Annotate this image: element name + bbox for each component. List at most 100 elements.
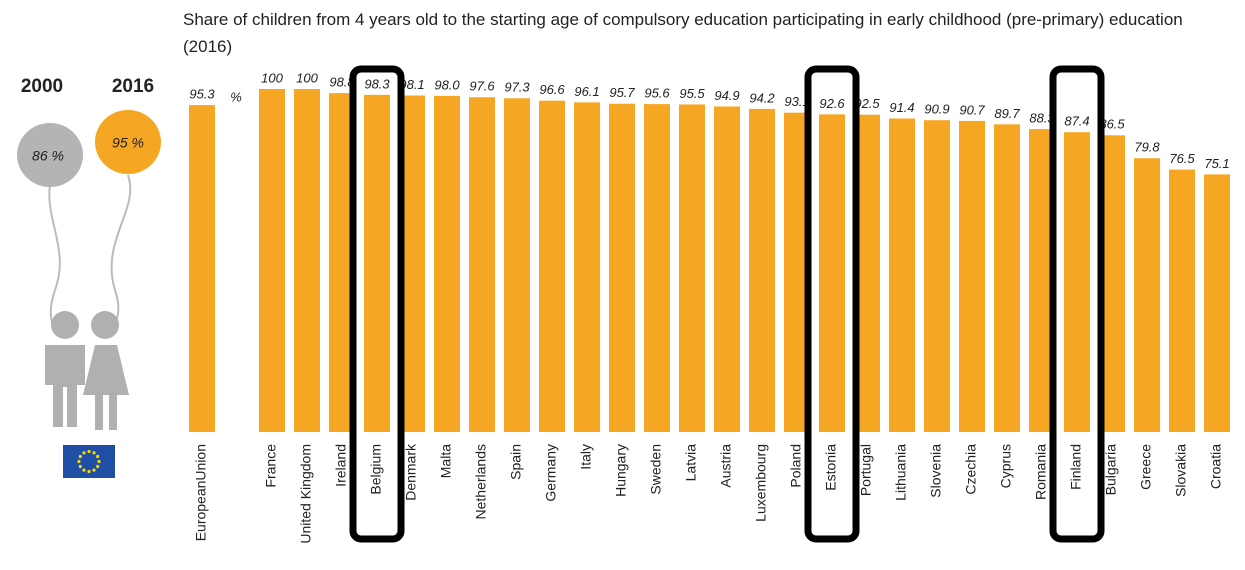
eu-star	[92, 451, 96, 455]
x-tick-label: Finland	[1068, 444, 1084, 490]
value-label: 100	[261, 70, 283, 85]
x-tick-label: Romania	[1033, 444, 1049, 500]
bar	[714, 106, 740, 433]
x-tick-label: United Kingdom	[298, 444, 314, 544]
balloon-string	[48, 184, 61, 336]
unit-label: %	[230, 89, 242, 104]
eu-star	[92, 468, 96, 472]
x-tick-label: Greece	[1138, 444, 1154, 490]
bar	[189, 105, 215, 432]
eu-stars	[77, 449, 101, 474]
value-label: 79.8	[1134, 140, 1160, 155]
value-label: 90.7	[959, 102, 985, 117]
value-label: 94.9	[714, 88, 739, 103]
x-tick-label: Latvia	[683, 444, 699, 482]
value-label: 76.5	[1169, 151, 1195, 166]
bar	[924, 120, 950, 432]
eu-star	[87, 469, 91, 474]
child-body	[45, 345, 85, 427]
x-tick-label: Italy	[578, 444, 594, 470]
value-label: 88.3	[1029, 111, 1055, 126]
balloon-gray	[17, 123, 83, 187]
x-tick-label: Belgium	[368, 444, 384, 495]
bar	[294, 89, 320, 432]
x-tick-label: Hungary	[613, 444, 629, 497]
highlight-box	[349, 65, 405, 543]
year-label: 2000	[21, 76, 63, 97]
year-label: 2016	[112, 76, 154, 97]
value-label: 97.3	[504, 80, 530, 95]
bar	[889, 118, 915, 433]
bar	[749, 108, 775, 433]
eu-star	[82, 468, 86, 472]
x-tick-label: Cyprus	[998, 444, 1014, 488]
bar	[434, 95, 460, 433]
eu-star	[78, 464, 82, 469]
x-tick-label: Slovakia	[1173, 444, 1189, 497]
bar	[259, 89, 285, 432]
value-label: 93.1	[784, 94, 809, 109]
eu-star	[78, 454, 82, 459]
value-label: 94.2	[749, 90, 775, 105]
value-label: 90.9	[924, 102, 949, 117]
x-tick-label: Germany	[543, 444, 559, 502]
x-tick-label: EuropeanUnion	[193, 444, 209, 541]
x-tick-label: Portugal	[858, 444, 874, 496]
value-label: 95.5	[679, 86, 705, 101]
bar	[819, 114, 845, 432]
value-label: 98.8	[329, 75, 355, 90]
value-label: 91.4	[889, 100, 914, 115]
balloon-string	[104, 174, 132, 336]
bar	[679, 104, 705, 432]
x-tick-label: Slovenia	[928, 444, 944, 498]
bar	[644, 104, 670, 432]
child-body	[83, 345, 129, 430]
x-tick-label: Poland	[788, 444, 804, 488]
bar	[469, 97, 495, 433]
value-label: 89.7	[994, 106, 1020, 121]
child-head	[51, 311, 79, 339]
eu-star	[97, 459, 101, 464]
x-tick-label: Austria	[718, 444, 734, 488]
x-tick-label: Ireland	[333, 444, 349, 487]
value-label: 95.3	[189, 87, 215, 102]
bar	[364, 94, 390, 433]
value-label: 100	[296, 70, 318, 85]
value-label: 92.5	[854, 96, 880, 111]
x-tick-label: Netherlands	[473, 444, 489, 520]
eu-star	[82, 451, 86, 455]
value-label: 96.6	[539, 82, 565, 97]
bar	[539, 100, 565, 433]
balloon-label: 95 %	[112, 135, 144, 151]
eu-star	[96, 454, 100, 459]
chart-title: Share of children from 4 years old to th…	[183, 10, 1183, 56]
x-tick-label: Bulgaria	[1103, 444, 1119, 496]
child-head	[91, 311, 119, 339]
x-tick-label: Denmark	[403, 443, 419, 501]
value-label: 87.4	[1064, 114, 1089, 129]
x-tick-label: Spain	[508, 444, 524, 480]
value-label: 96.1	[574, 84, 599, 99]
value-label: 98.3	[364, 76, 390, 91]
eu-star	[96, 464, 100, 469]
value-label: 95.7	[609, 85, 635, 100]
x-tick-label: Sweden	[648, 444, 664, 495]
value-label: 98.1	[399, 77, 424, 92]
bar	[574, 102, 600, 432]
x-tick-label: Czechia	[963, 444, 979, 495]
bar	[994, 124, 1020, 432]
value-label: 75.1	[1204, 156, 1229, 171]
highlight-box	[804, 65, 860, 543]
balloon-label: 86 %	[32, 148, 64, 164]
value-label: 92.6	[819, 96, 845, 111]
bar	[1204, 174, 1230, 433]
x-tick-label: Lithuania	[893, 444, 909, 501]
value-label: 86.5	[1099, 117, 1125, 132]
bar	[959, 120, 985, 433]
bar	[1064, 132, 1090, 432]
eu-star	[77, 459, 81, 464]
value-label: 95.6	[644, 86, 670, 101]
bar	[609, 103, 635, 433]
